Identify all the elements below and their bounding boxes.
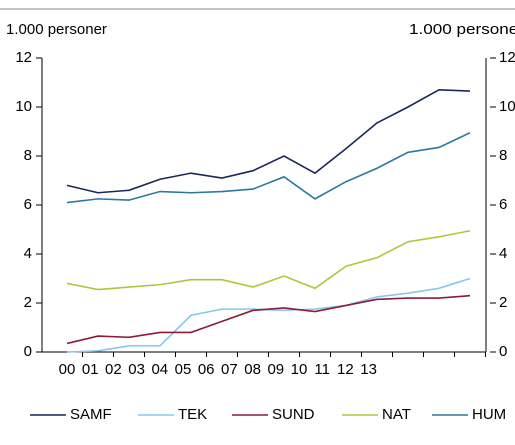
- x-tick-label: 06: [198, 361, 215, 378]
- x-tick-label: 01: [82, 361, 99, 378]
- legend-label: SUND: [272, 406, 315, 423]
- series-line: [66, 229, 471, 291]
- x-tick-label: 10: [291, 361, 308, 378]
- x-tick-label: 11: [314, 361, 330, 378]
- y2-tick-label: 2: [499, 294, 507, 311]
- x-tick-label: 02: [105, 361, 122, 378]
- y2-axis-label: 1.000 personer: [409, 21, 515, 38]
- y2-tick-label: 12: [499, 49, 515, 66]
- series-line: [66, 132, 471, 204]
- y-tick-label: 12: [15, 49, 32, 66]
- y-tick-label: 6: [24, 196, 32, 213]
- y-tick-label: 4: [24, 245, 32, 262]
- x-tick-label: 12: [337, 361, 354, 378]
- series-line: [66, 89, 471, 194]
- series-line: [66, 277, 471, 353]
- legend-label: TEK: [178, 406, 207, 423]
- x-tick-label: 03: [128, 361, 145, 378]
- y-tick-label: 8: [24, 147, 32, 164]
- y2-tick-label: 6: [499, 196, 507, 213]
- legend-label: SAMF: [70, 406, 112, 423]
- y-tick-label: 0: [24, 343, 32, 360]
- x-tick-label: 00: [59, 361, 76, 378]
- y-tick-label: 10: [15, 98, 32, 115]
- y2-tick-label: 8: [499, 147, 507, 164]
- x-tick-label: 05: [175, 361, 192, 378]
- x-tick-label: 09: [267, 361, 284, 378]
- series-line: [66, 294, 471, 345]
- x-tick-label: 07: [221, 361, 238, 378]
- legend-label: HUM: [472, 406, 506, 423]
- y2-tick-label: 4: [499, 245, 507, 262]
- x-tick-label: 08: [244, 361, 261, 378]
- legend-label: NAT: [382, 406, 411, 423]
- x-tick-label: 13: [360, 361, 377, 378]
- y-tick-label: 2: [24, 294, 32, 311]
- y-axis-label: 1.000 personer: [6, 21, 107, 38]
- y2-tick-label: 10: [499, 98, 515, 115]
- y2-tick-label: 0: [499, 343, 507, 360]
- x-tick-label: 04: [151, 361, 168, 378]
